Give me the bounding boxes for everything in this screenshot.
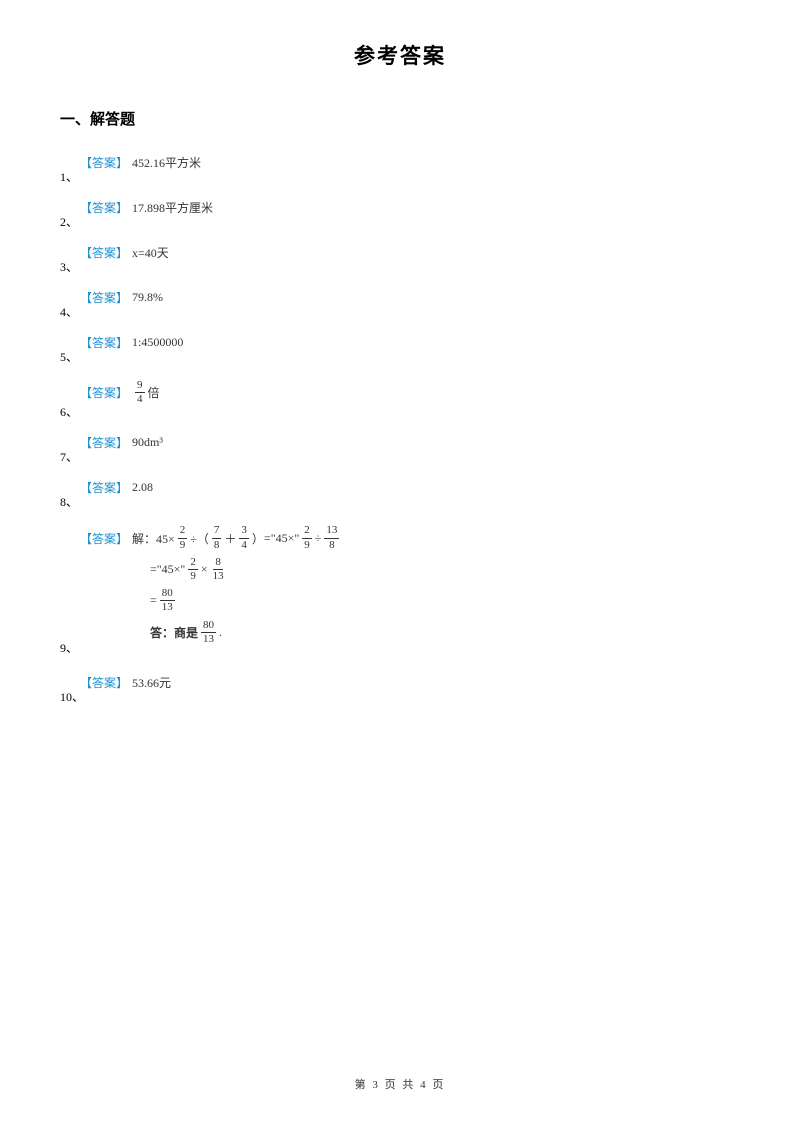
answer-label: 【答案】 <box>80 334 128 351</box>
answer-item-2: 【答案】 17.898平方厘米 2、 <box>60 199 740 216</box>
math-text: ＋ <box>224 530 236 547</box>
answer-value: 2.08 <box>132 480 153 495</box>
solution-line-4: 答：商是 8013 . <box>150 619 740 646</box>
answer-label: 【答案】 <box>80 154 128 171</box>
answer-item-5: 【答案】 1:4500000 5、 <box>60 334 740 351</box>
answer-item-7: 【答案】 90dm³ 7、 <box>60 434 740 451</box>
item-number: 7、 <box>60 448 78 465</box>
math-text: ="45×" <box>150 562 185 577</box>
answer-item-10: 【答案】 53.66元 10、 <box>60 674 740 691</box>
fraction: 138 <box>324 524 339 551</box>
math-text: ） <box>252 530 264 547</box>
math-text: ÷（ <box>190 530 209 547</box>
solution-line-3: = 8013 <box>150 587 740 614</box>
math-text: = <box>150 593 157 608</box>
fraction: 29 <box>178 524 188 551</box>
item-number: 6、 <box>60 403 78 420</box>
answer-value: x=40天 <box>132 244 169 261</box>
answer-label: 【答案】 <box>80 384 128 401</box>
math-text: ÷ <box>315 531 322 546</box>
answer-label: 【答案】 <box>80 199 128 216</box>
math-text: 答：商是 <box>150 624 198 641</box>
item-number: 8、 <box>60 493 78 510</box>
item-number: 1、 <box>60 168 78 185</box>
solution-line-2: ="45×" 29 × 813 <box>150 556 740 583</box>
math-text: 解：45× <box>132 530 175 547</box>
item-number: 4、 <box>60 303 78 320</box>
answer-label: 【答案】 <box>80 434 128 451</box>
answer-value: 53.66元 <box>132 674 171 691</box>
solution-line-1: 【答案】 解：45× 29 ÷（ 78 ＋ 34 ） ="45×" 29 ÷ 1… <box>80 524 740 551</box>
fraction: 813 <box>211 556 226 583</box>
item-number: 2、 <box>60 213 78 230</box>
answer-item-8: 【答案】 2.08 8、 <box>60 479 740 496</box>
answer-value: 9 4 倍 <box>132 379 160 406</box>
item-number: 3、 <box>60 258 78 275</box>
answer-value: 452.16平方米 <box>132 154 201 171</box>
fraction: 8013 <box>201 619 216 646</box>
answer-value: 79.8% <box>132 290 163 305</box>
fraction: 8013 <box>160 587 175 614</box>
page-title: 参考答案 <box>60 40 740 70</box>
answer-item-3: 【答案】 x=40天 3、 <box>60 244 740 261</box>
answer-value: 1:4500000 <box>132 335 183 350</box>
answer-item-1: 【答案】 452.16平方米 1、 <box>60 154 740 171</box>
answer-value: 17.898平方厘米 <box>132 199 213 216</box>
item-number: 9、 <box>60 639 78 656</box>
fraction: 29 <box>188 556 198 583</box>
answer-item-6: 【答案】 9 4 倍 6、 <box>60 379 740 406</box>
item-number: 10、 <box>60 688 84 705</box>
math-text: . <box>219 625 222 640</box>
answer-item-9: 【答案】 解：45× 29 ÷（ 78 ＋ 34 ） ="45×" 29 ÷ 1… <box>60 524 740 646</box>
fraction: 34 <box>239 524 249 551</box>
suffix-text: 倍 <box>148 384 160 401</box>
page-footer: 第 3 页 共 4 页 <box>0 1076 800 1092</box>
page-container: 参考答案 一、解答题 【答案】 452.16平方米 1、 【答案】 17.898… <box>0 0 800 691</box>
section-header: 一、解答题 <box>60 108 740 129</box>
answer-label: 【答案】 <box>80 530 128 547</box>
math-text: ="45×" <box>264 531 299 546</box>
item-number: 5、 <box>60 348 78 365</box>
answer-label: 【答案】 <box>80 244 128 261</box>
answer-label: 【答案】 <box>80 289 128 306</box>
answer-item-4: 【答案】 79.8% 4、 <box>60 289 740 306</box>
answer-label: 【答案】 <box>80 674 128 691</box>
answer-label: 【答案】 <box>80 479 128 496</box>
fraction: 29 <box>302 524 312 551</box>
fraction: 78 <box>212 524 222 551</box>
fraction: 9 4 <box>135 379 145 406</box>
answer-value: 90dm³ <box>132 435 163 450</box>
math-text: × <box>201 562 208 577</box>
